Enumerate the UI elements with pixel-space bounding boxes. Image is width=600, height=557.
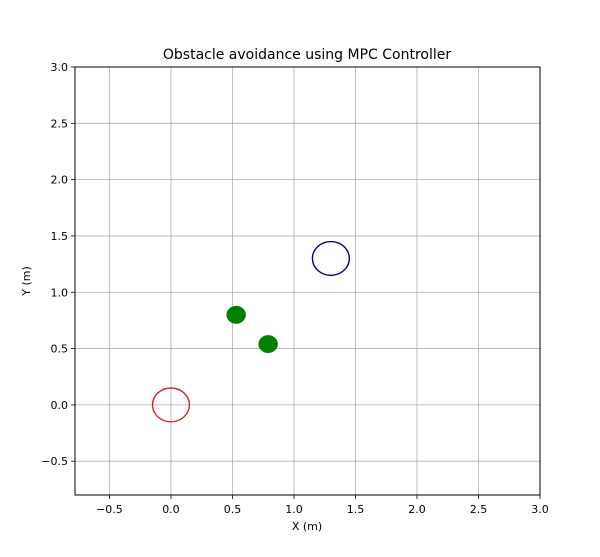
- grid: [75, 67, 540, 495]
- ticks: −0.5 0.0 0.5 1.0 1.5 2.0 2.5 3.0 −0.5 0.0 0.5 1.0 1.…: [41, 61, 548, 516]
- y-tick-label: 1.0: [51, 286, 69, 299]
- goal-circle: [311, 240, 351, 277]
- x-tick-label: 0.5: [224, 503, 242, 516]
- x-tick-label: 3.0: [531, 503, 549, 516]
- obstacles-circle: [226, 305, 246, 324]
- x-tick-label: 2.0: [408, 503, 426, 516]
- x-axis-label: X (m): [292, 520, 322, 533]
- y-axis-label: Y (m): [20, 266, 33, 297]
- chart-title: Obstacle avoidance using MPC Controller: [163, 47, 451, 63]
- obstacles-circle: [258, 335, 278, 354]
- plot-frame: [74, 66, 541, 496]
- x-tick-label: 1.5: [347, 503, 365, 516]
- y-tick-label: 2.0: [51, 174, 69, 187]
- x-tick-label: −0.5: [96, 503, 123, 516]
- start-circle: [151, 387, 191, 423]
- x-tick-label: 2.5: [470, 503, 488, 516]
- y-tick-label: 3.0: [51, 61, 69, 74]
- x-tick-label: 1.0: [285, 503, 303, 516]
- plot-marks: [151, 240, 351, 423]
- y-tick-label: 2.5: [51, 117, 69, 130]
- y-tick-label: 1.5: [51, 230, 69, 243]
- y-tick-label: 0.0: [51, 399, 69, 412]
- y-tick-label: 0.5: [51, 343, 69, 356]
- x-tick-label: 0.0: [162, 503, 180, 516]
- y-tick-label: −0.5: [41, 455, 68, 468]
